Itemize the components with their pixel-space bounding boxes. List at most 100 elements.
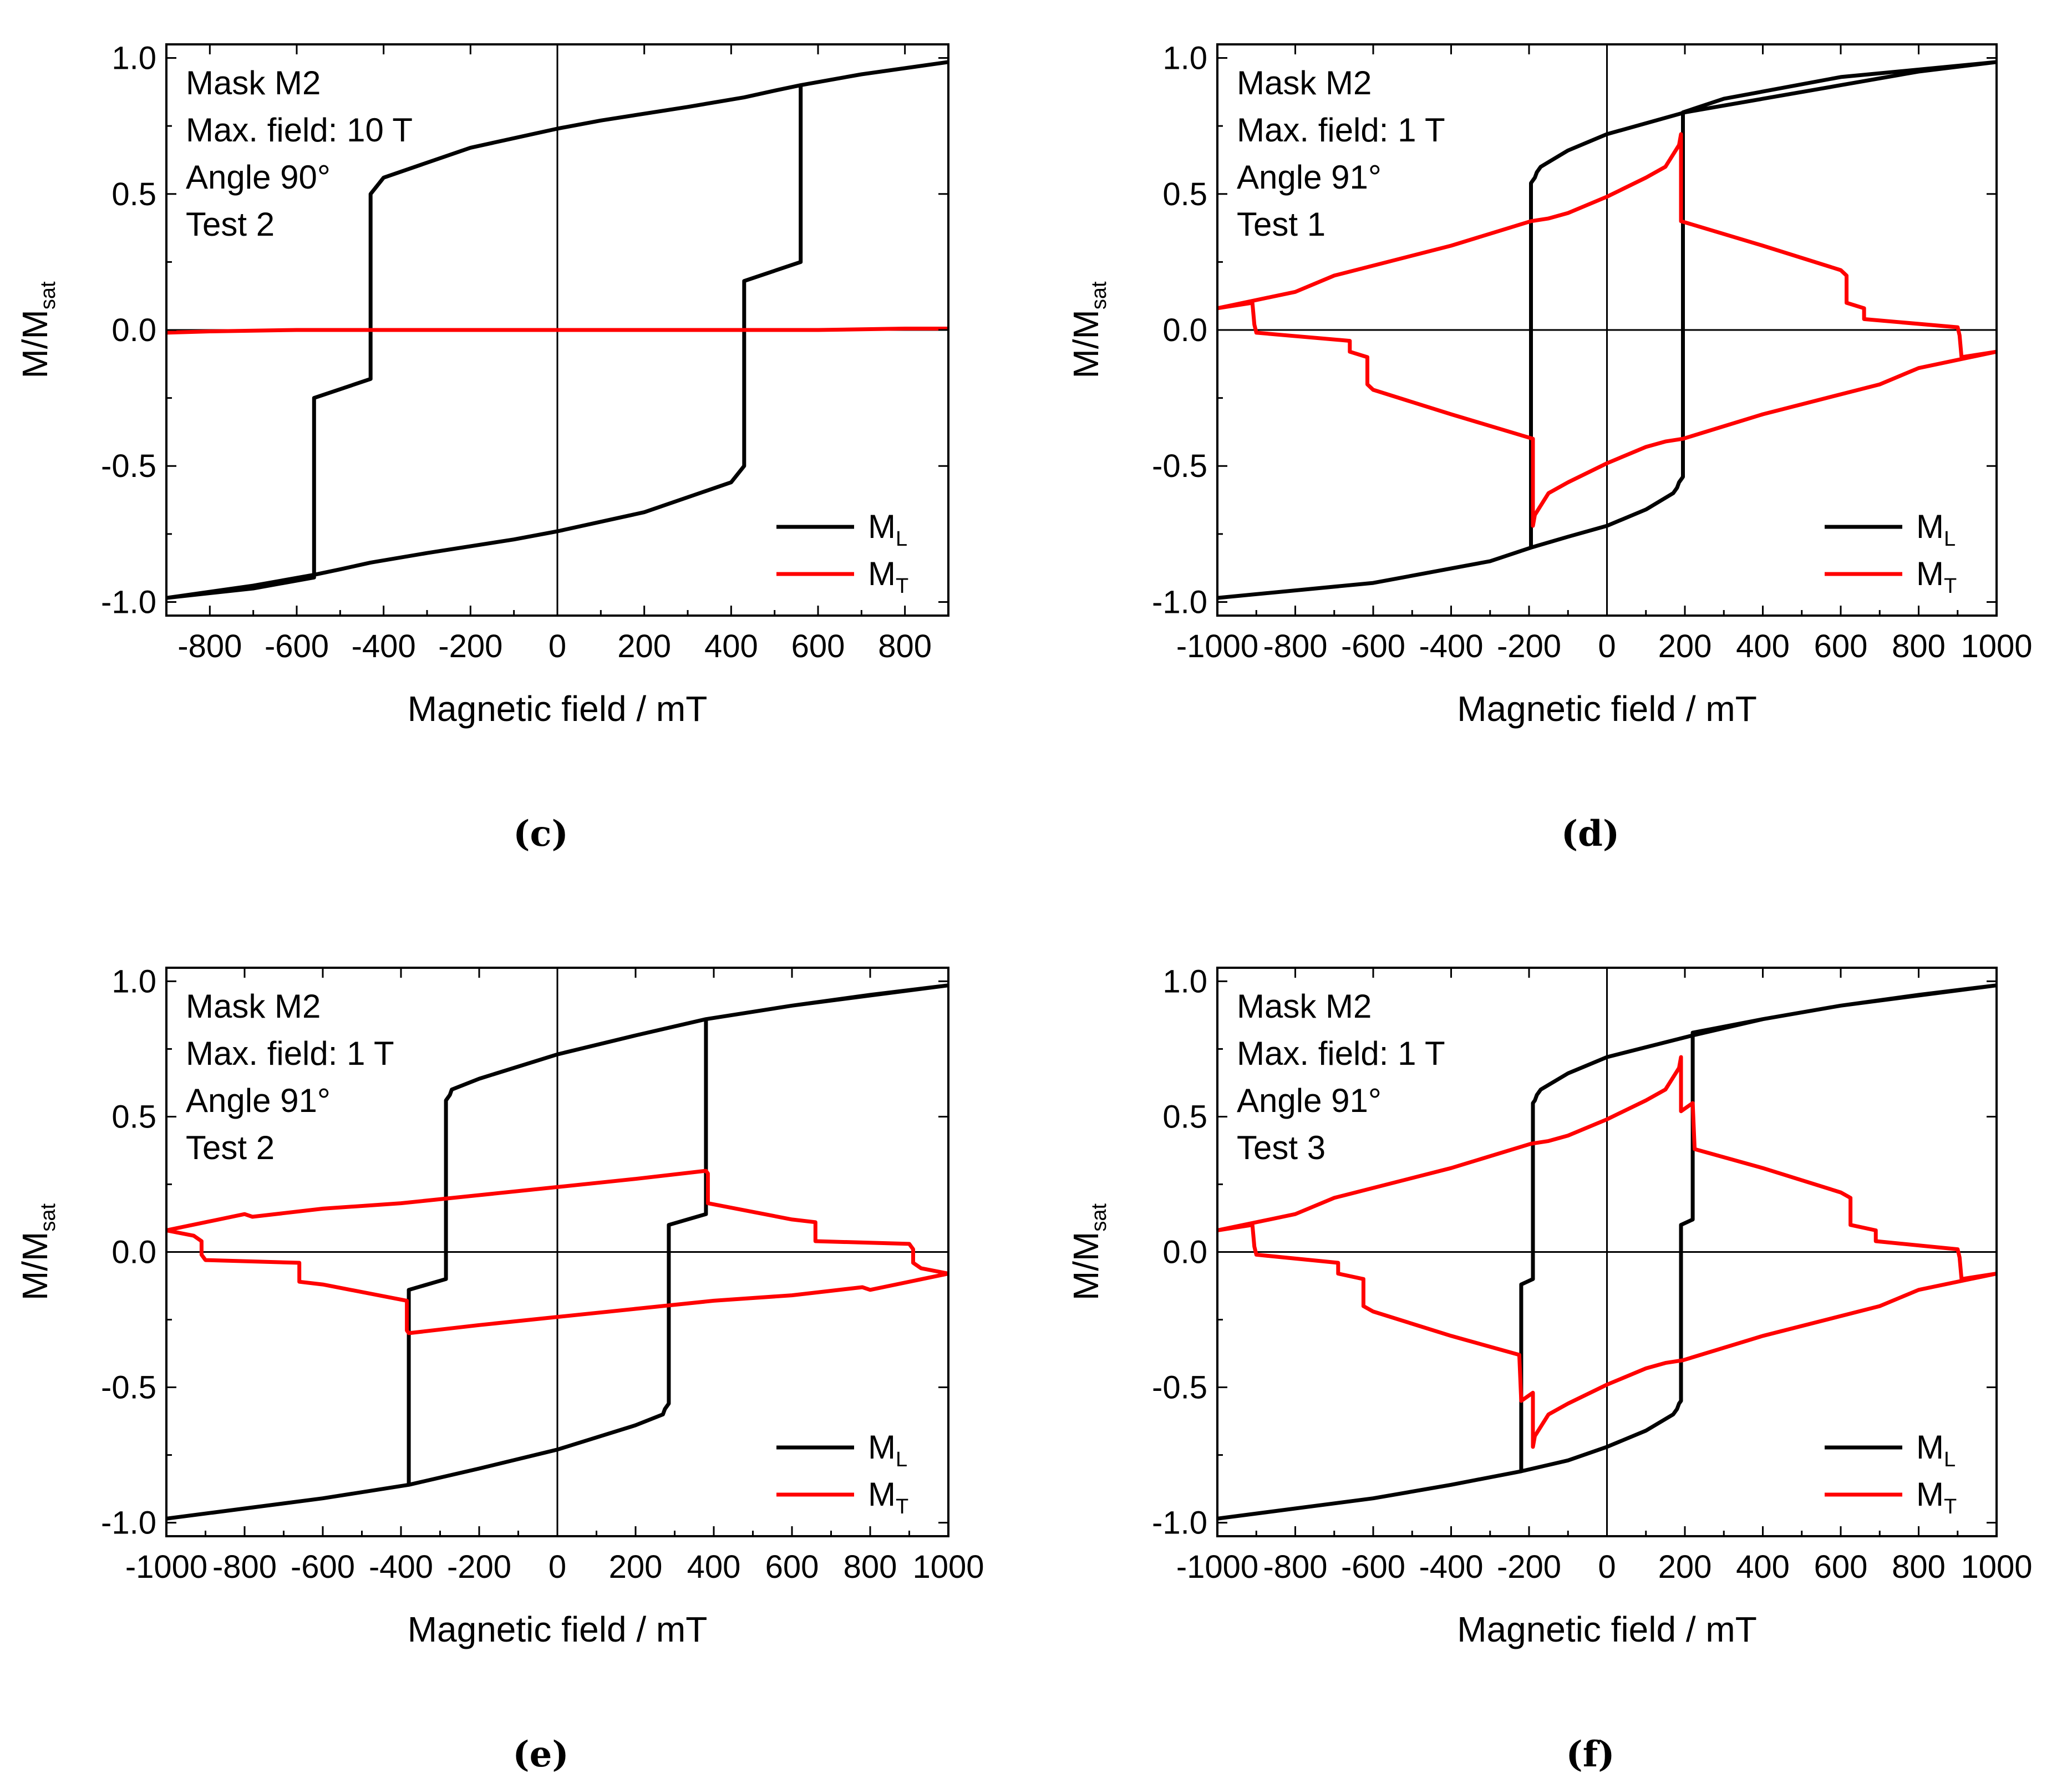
x-tick-label: 600 — [1814, 1549, 1868, 1585]
legend-label-sub: T — [1944, 575, 1957, 598]
legend-label-sub: L — [896, 1448, 907, 1471]
x-tick-label: -800 — [1263, 628, 1327, 664]
legend-label-sub: T — [1944, 1495, 1957, 1518]
annotation-line: Angle 91° — [186, 1082, 331, 1119]
legend-label-main: M — [868, 508, 896, 545]
x-tick-label: 800 — [1892, 628, 1946, 664]
x-axis-label: Magnetic field / mT — [1457, 1609, 1757, 1649]
y-tick-label: -0.5 — [1152, 448, 1207, 484]
annotation-line: Max. field: 1 T — [1237, 111, 1445, 149]
y-tick-label: 1.0 — [1162, 40, 1207, 77]
legend-label-sub: L — [1944, 1448, 1956, 1471]
x-tick-label: -600 — [1341, 628, 1405, 664]
legend-label: ML — [868, 1429, 907, 1471]
y-tick-label: 0.5 — [111, 176, 156, 212]
series-line-mt — [1217, 132, 1997, 359]
legend-label: ML — [1916, 1429, 1956, 1471]
y-axis-label-sub: sat — [37, 281, 60, 309]
x-tick-label: 800 — [878, 628, 932, 664]
y-tick-label: 0.0 — [111, 312, 156, 348]
x-tick-label: -400 — [369, 1549, 433, 1585]
x-tick-label: 400 — [704, 628, 758, 664]
y-tick-label: 1.0 — [1162, 963, 1207, 999]
x-tick-label: -200 — [438, 628, 502, 664]
x-tick-label: 800 — [1892, 1549, 1946, 1585]
panel-caption: (c) — [513, 813, 568, 855]
x-tick-label: -800 — [212, 1549, 277, 1585]
y-tick-label: -1.0 — [1152, 1505, 1207, 1541]
y-tick-label: 0.5 — [111, 1099, 156, 1135]
legend-label: MT — [868, 1476, 908, 1518]
x-tick-label: 200 — [609, 1549, 663, 1585]
x-tick-label: 600 — [1814, 628, 1868, 664]
legend-label-main: M — [1916, 1429, 1944, 1466]
x-tick-label: 0 — [549, 628, 566, 664]
x-tick-label: 1000 — [1961, 1549, 2032, 1585]
annotation-line: Max. field: 10 T — [186, 111, 413, 149]
legend-label-sub: L — [1944, 527, 1956, 551]
legend-label: ML — [868, 508, 907, 551]
panel-d: -1000 -800 -600 -400 -200 0 200 400 600 800 1000 -1… — [1066, 40, 2033, 855]
panel-c: -800 -600 -400 -200 0 200 400 600 800 -1.0 -0.5 0.0… — [15, 40, 949, 855]
y-axis-label-main: M/M — [1066, 309, 1106, 378]
y-axis-label-sub: sat — [1088, 1203, 1111, 1232]
annotation-line: Test 1 — [1237, 206, 1326, 243]
legend-label-main: M — [868, 1429, 896, 1466]
y-tick-label: 0.5 — [1162, 1099, 1207, 1135]
y-tick-label: 1.0 — [111, 963, 156, 999]
legend-label-main: M — [868, 555, 896, 592]
y-tick-label: -1.0 — [1152, 584, 1207, 620]
annotation-line: Test 2 — [186, 1129, 275, 1166]
x-tick-label: -800 — [177, 628, 242, 664]
y-tick-label: 0.0 — [1162, 1235, 1207, 1271]
legend-label: MT — [868, 555, 908, 598]
legend-label-sub: T — [896, 575, 908, 598]
legend-label-main: M — [1916, 555, 1944, 592]
y-tick-label: 0.0 — [111, 1235, 156, 1271]
annotation-line: Angle 91° — [1237, 1082, 1382, 1119]
x-tick-label: -1000 — [1176, 628, 1258, 664]
y-axis-label-main: M/M — [15, 309, 55, 378]
panel-caption: (e) — [512, 1734, 568, 1775]
series-line-mt-return — [1217, 1223, 1997, 1449]
x-tick-label: 1000 — [912, 1549, 984, 1585]
x-tick-label: -200 — [1497, 628, 1561, 664]
x-tick-label: 600 — [791, 628, 845, 664]
series-line-ml — [166, 60, 948, 600]
y-axis-label: M/Msat — [15, 1203, 60, 1301]
y-tick-label: 0.5 — [1162, 176, 1207, 212]
y-axis-label-sub: sat — [1088, 281, 1111, 309]
x-tick-label: -1000 — [125, 1549, 207, 1585]
series-line-mt — [1217, 1055, 1997, 1281]
legend-label-sub: L — [896, 527, 907, 551]
annotation-line: Angle 91° — [1237, 159, 1382, 196]
annotation-line: Test 3 — [1237, 1129, 1326, 1166]
y-tick-label: 0.0 — [1162, 312, 1207, 348]
legend-label: ML — [1916, 508, 1956, 551]
annotation-line: Max. field: 1 T — [186, 1035, 394, 1072]
annotation-line: Mask M2 — [186, 988, 321, 1025]
y-tick-label: 1.0 — [111, 40, 156, 77]
x-tick-label: 0 — [1598, 628, 1616, 664]
x-tick-label: -200 — [1497, 1549, 1561, 1585]
x-tick-label: 400 — [687, 1549, 741, 1585]
series-line-ml — [1217, 983, 1997, 1521]
y-tick-label: -1.0 — [101, 1505, 156, 1541]
x-tick-label: 0 — [1598, 1549, 1616, 1585]
x-tick-label: 600 — [765, 1549, 819, 1585]
annotation-line: Mask M2 — [186, 64, 321, 101]
x-tick-label: -600 — [1341, 1549, 1405, 1585]
series-line-mt-return — [1217, 301, 1997, 528]
legend-label: MT — [1916, 1476, 1957, 1518]
x-tick-label: 200 — [617, 628, 671, 664]
x-tick-label: -800 — [1263, 1549, 1327, 1585]
panel-caption: (f) — [1566, 1734, 1614, 1775]
legend-label-main: M — [1916, 508, 1944, 545]
x-tick-label: -400 — [352, 628, 416, 664]
series-line-mt — [166, 1169, 948, 1276]
y-tick-label: -0.5 — [101, 448, 156, 484]
legend-label-main: M — [868, 1476, 896, 1513]
x-tick-label: 800 — [844, 1549, 897, 1585]
panels: -800 -600 -400 -200 0 200 400 600 800 -1.0 -0.5 0.0… — [15, 40, 2033, 1775]
